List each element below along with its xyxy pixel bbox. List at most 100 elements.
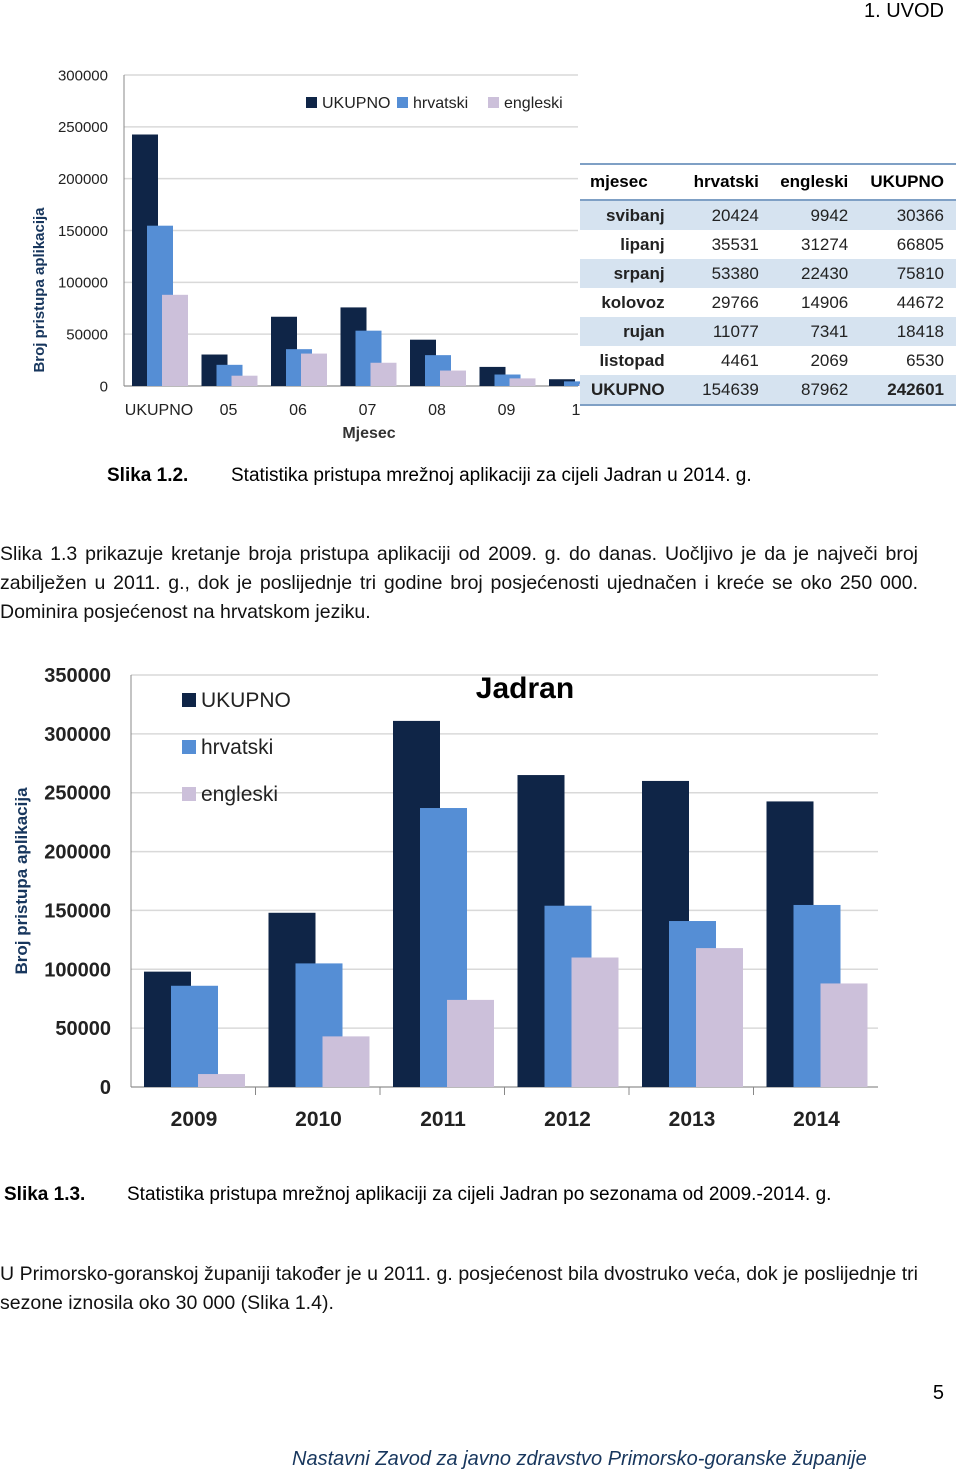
table-cell: svibanj <box>580 200 685 230</box>
table-row: lipanj 35531 31274 66805 <box>580 230 956 259</box>
table-cell: srpanj <box>580 259 685 288</box>
table-cell: 31274 <box>770 230 861 259</box>
y-tick-label: 200000 <box>44 842 111 864</box>
bar-engleski-2009 <box>198 1074 245 1087</box>
x-tick-label: 2011 <box>420 1108 466 1131</box>
x-tick-label: 2013 <box>669 1108 716 1131</box>
x-tick-label: 09 <box>498 402 516 419</box>
chart2-title: Jadran <box>476 672 574 705</box>
bar-hrvatski-2009 <box>171 985 218 1087</box>
legend-swatch <box>182 787 196 801</box>
y-tick-label: 300000 <box>58 67 108 84</box>
bar-engleski-09 <box>509 378 536 386</box>
table-header-cell: engleski <box>770 163 861 201</box>
legend-label: hrvatski <box>413 95 468 112</box>
page-footer: Nastavni Zavod za javno zdravstvo Primor… <box>292 1448 867 1470</box>
bar-engleski-2013 <box>696 948 743 1087</box>
table-row: svibanj 20424 9942 30366 <box>580 200 956 230</box>
x-tick-label: 2012 <box>544 1108 591 1131</box>
table-cell: UKUPNO <box>580 375 685 406</box>
table-cell: 22430 <box>770 259 861 288</box>
table-row: srpanj 53380 22430 75810 <box>580 259 956 288</box>
y-tick-label: 250000 <box>44 783 111 805</box>
table-cell: 14906 <box>770 288 861 317</box>
legend-label: hrvatski <box>201 736 273 759</box>
table-cell: 154639 <box>684 375 771 406</box>
table-cell: 9942 <box>770 200 861 230</box>
monthly-bar-chart: Broj pristupa aplikacija 0 50000 100000 150… <box>31 67 585 442</box>
x-tick-label: 05 <box>220 402 238 419</box>
y-tick-label: 0 <box>100 378 108 395</box>
x-tick-label: 2014 <box>793 1108 840 1131</box>
x-tick-label: UKUPNO <box>125 402 193 419</box>
y-tick-label: 0 <box>100 1077 111 1099</box>
table-cell: 30366 <box>860 200 956 230</box>
table-row: kolovoz 29766 14906 44672 <box>580 288 956 317</box>
y-tick-label: 50000 <box>55 1018 111 1040</box>
y-tick-label: 50000 <box>66 326 108 343</box>
table-cell: listopad <box>580 346 685 375</box>
bar-engleski-2010 <box>322 1036 370 1087</box>
table-cell: 242601 <box>860 375 956 406</box>
x-tick-label: 07 <box>359 402 377 419</box>
table-cell: rujan <box>580 317 685 346</box>
table-cell: 66805 <box>860 230 956 259</box>
table-cell: 44672 <box>860 288 956 317</box>
table-cell: 53380 <box>684 259 771 288</box>
legend-swatch <box>488 97 499 108</box>
figure-1-2-caption-text: Statistika pristupa mrežnoj aplikaciji z… <box>231 465 752 486</box>
y-tick-label: 350000 <box>44 665 111 687</box>
y-tick-label: 250000 <box>58 119 108 136</box>
bar-hrvatski-09 <box>494 374 521 386</box>
table-cell: 2069 <box>770 346 861 375</box>
legend-swatch <box>306 97 317 108</box>
table-header-cell: hrvatski <box>684 163 771 201</box>
bar-engleski-UKUPNO <box>162 294 188 386</box>
table-cell: 11077 <box>684 317 771 346</box>
table-row: rujan 11077 7341 18418 <box>580 317 956 346</box>
legend-swatch <box>182 693 196 707</box>
table-cell: 18418 <box>860 317 956 346</box>
bar-engleski-08 <box>440 370 466 386</box>
chart1-x-axis-label: Mjesec <box>342 425 395 442</box>
chart1-y-axis-label: Broj pristupa aplikacija <box>31 207 48 373</box>
x-tick-label: 2009 <box>171 1108 218 1131</box>
bar-engleski-2012 <box>571 957 619 1087</box>
paragraph: Slika 1.3 prikazuje kretanje broja prist… <box>0 543 918 623</box>
y-tick-label: 100000 <box>44 959 111 981</box>
caption-label: Slika 1.2. <box>107 465 189 486</box>
legend-label: engleski <box>504 95 563 112</box>
bar-hrvatski-1 <box>564 381 585 386</box>
y-tick-label: 150000 <box>44 900 111 922</box>
y-tick-label: 300000 <box>44 724 111 746</box>
bar-engleski-05 <box>231 375 258 386</box>
table-cell: 35531 <box>684 230 771 259</box>
page-number: 5 <box>932 1382 944 1404</box>
x-tick-label: 2010 <box>295 1108 342 1131</box>
paragraph: U Primorsko-goranskoj županiji također j… <box>0 1263 918 1314</box>
legend-label: UKUPNO <box>322 95 390 112</box>
bar-engleski-2014 <box>820 983 868 1087</box>
table-cell: lipanj <box>580 230 685 259</box>
table-cell: 6530 <box>860 346 956 375</box>
figure-1-3-caption: Slika 1.3. <box>4 1184 85 1206</box>
bar-engleski-2011 <box>447 999 494 1087</box>
bar-engleski-07 <box>370 362 397 386</box>
legend-label: UKUPNO <box>201 689 291 712</box>
table-cell: kolovoz <box>580 288 685 317</box>
table-cell: 20424 <box>684 200 771 230</box>
table-header-cell: mjesec <box>580 163 685 201</box>
caption-label: Slika 1.3. <box>4 1184 86 1205</box>
x-tick-label: 1 <box>572 402 581 419</box>
x-tick-label: 08 <box>428 402 446 419</box>
seasonal-bar-chart: Broj pristupa aplikacija 0 50000 100000 150… <box>12 665 878 1131</box>
table-row: listopad 4461 2069 6530 <box>580 346 956 375</box>
bar-engleski-06 <box>301 353 327 386</box>
monthly-stats-table: mjesec hrvatski engleski UKUPNO svibanj … <box>580 163 956 406</box>
legend-label: engleski <box>201 783 278 806</box>
chapter-header: 1. UVOD <box>863 0 944 22</box>
table-total-row: UKUPNO 154639 87962 242601 <box>580 375 956 406</box>
legend-swatch <box>397 97 408 108</box>
table-cell: 7341 <box>770 317 861 346</box>
table-header-row: mjesec hrvatski engleski UKUPNO <box>580 163 956 201</box>
